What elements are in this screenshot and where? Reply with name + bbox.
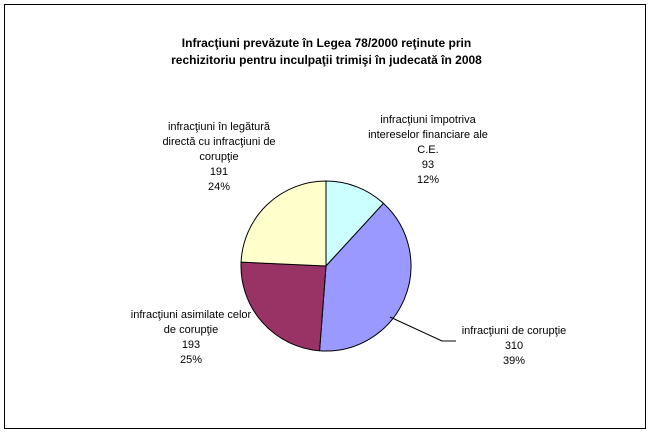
slice-percent-label: 39%: [502, 355, 526, 367]
slice-directly-related: [240, 180, 327, 267]
slice-label-text: directă cu infracţiuni de: [162, 136, 276, 148]
slice-percent-label: 12%: [416, 174, 440, 186]
slice-label-text: infracţiuni asimilate celor: [130, 309, 252, 321]
chart-title: Infracţiuni prevăzute în Legea 78/2000 r…: [0, 35, 653, 69]
leader-line: [389, 316, 456, 342]
slice-financial-interests: [325, 180, 385, 268]
slice-label-financial-interests: infracţiuni împotriva intereselor financ…: [348, 113, 508, 188]
slice-value-label: 93: [421, 159, 435, 171]
slice-assimilated: [240, 261, 327, 352]
slice-corruption: [319, 202, 412, 352]
slice-label-text: intereselor financiare ale: [368, 129, 488, 141]
chart-title-line-2: rechizitoriu pentru inculpaţii trimişi î…: [171, 53, 482, 67]
slice-label-corruption: infracţiuni de corupţie 310 39%: [440, 324, 588, 369]
slice-label-directly-related: infracţiuni în legătură directă cu infra…: [144, 120, 294, 195]
chart-title-line-1: Infracţiuni prevăzute în Legea 78/2000 r…: [181, 36, 472, 50]
slice-value-label: 191: [209, 166, 229, 178]
slice-label-text: corupţie: [199, 151, 239, 163]
slice-label-text: de corupţie: [163, 324, 219, 336]
slice-percent-label: 24%: [207, 181, 231, 193]
slice-value-label: 310: [504, 340, 524, 352]
slice-label-text: C.E.: [417, 144, 439, 156]
slice-label-text: infracţiuni în legătură: [167, 121, 271, 133]
slice-label-text: infracţiuni de corupţie: [461, 325, 567, 337]
slice-percent-label: 25%: [179, 354, 203, 366]
slice-value-label: 193: [181, 339, 201, 351]
slice-label-text: infracţiuni împotriva: [380, 114, 476, 126]
slice-label-assimilated: infracţiuni asimilate celor de corupţie …: [116, 308, 266, 368]
